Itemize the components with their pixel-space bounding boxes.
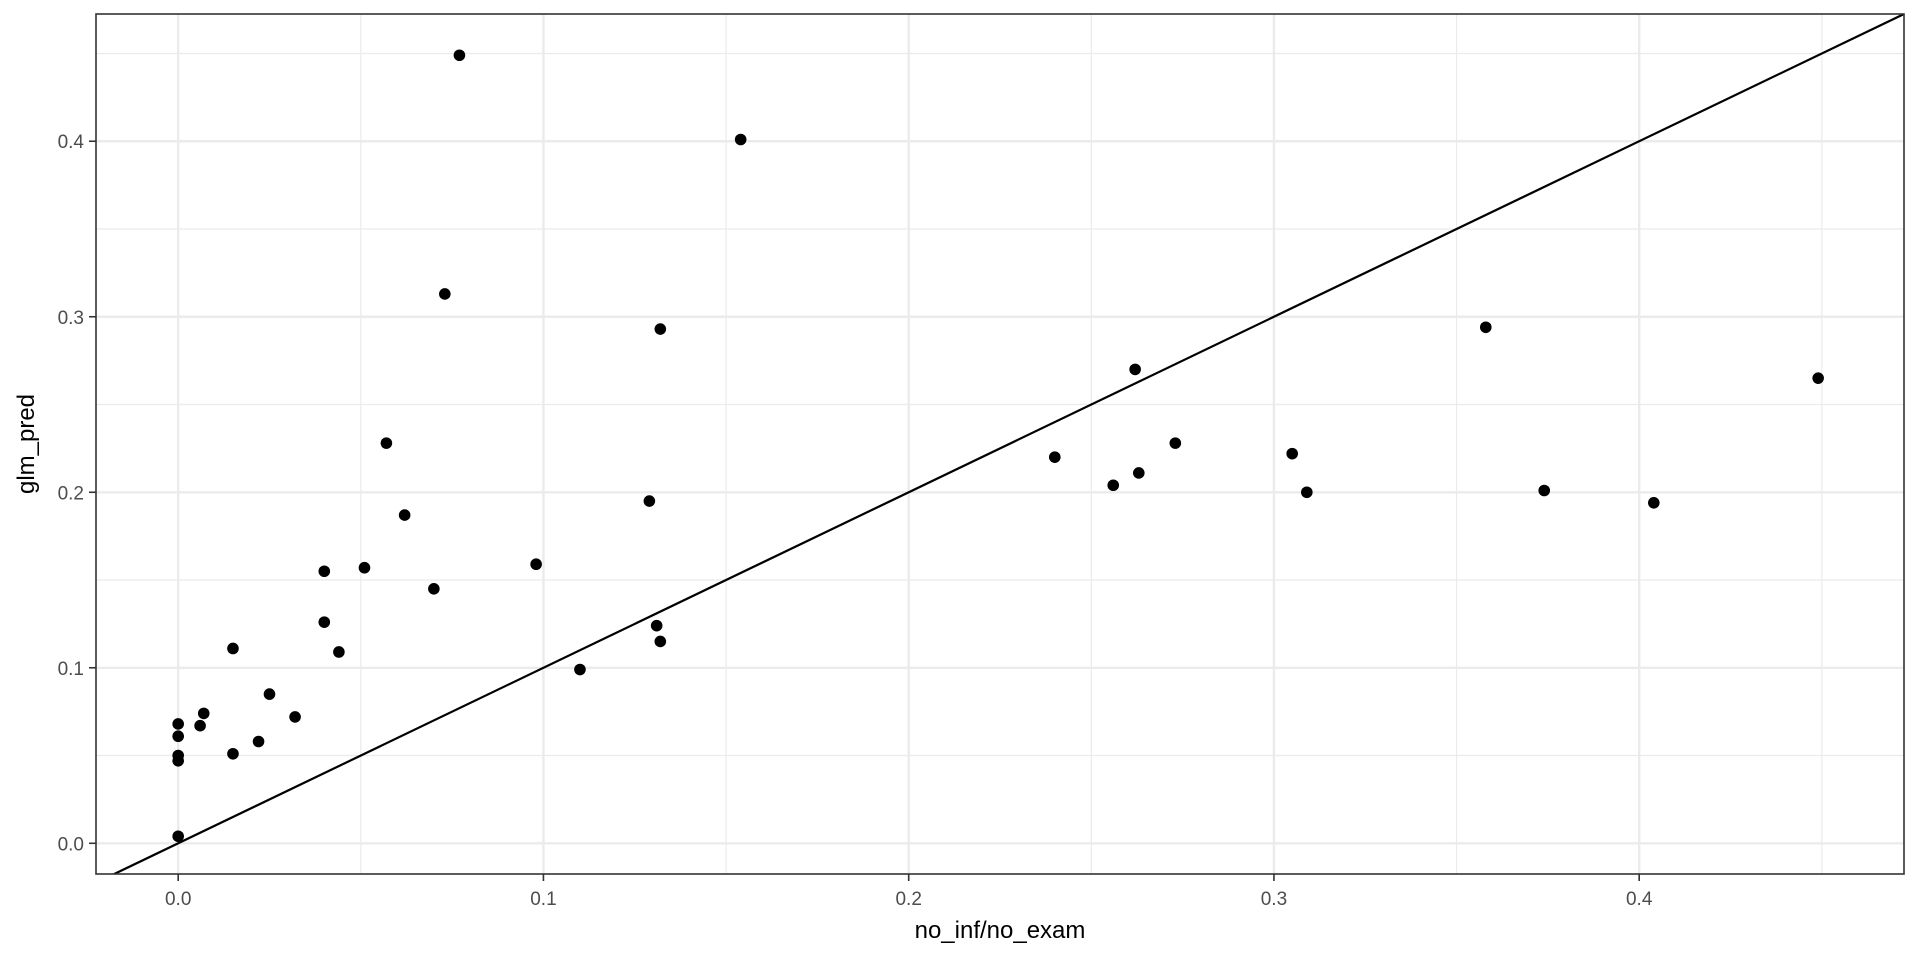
data-point [643, 495, 656, 507]
y-tick-label: 0.2 [58, 483, 84, 504]
data-point [263, 688, 276, 700]
x-tick-label: 0.3 [1261, 889, 1287, 910]
data-point [252, 735, 265, 748]
data-point [172, 749, 184, 762]
plot-panel [95, 13, 1905, 875]
data-point [1169, 437, 1182, 449]
minor-gridlines [96, 14, 1904, 874]
data-point [1048, 451, 1061, 463]
data-point [194, 719, 206, 732]
x-tick-label: 0.0 [165, 889, 191, 910]
plot-contents [111, 14, 1904, 874]
data-point [227, 747, 239, 760]
y-tick-label: 0.4 [58, 132, 85, 153]
data-point [654, 635, 667, 648]
x-axis: 0.0 0.1 0.2 0.3 0.4 [165, 874, 1653, 910]
data-point [289, 711, 301, 723]
data-point [172, 718, 184, 730]
data-point [574, 663, 586, 676]
y-axis-title: glm_pred [13, 394, 40, 494]
data-point [453, 49, 466, 62]
data-point [1479, 321, 1492, 334]
data-point [650, 619, 663, 632]
x-axis-title: no_inf/no_exam [915, 917, 1086, 944]
x-tick-label: 0.4 [1626, 889, 1653, 910]
x-tick-label: 0.1 [530, 889, 556, 910]
data-point [380, 437, 393, 449]
data-point [318, 565, 331, 578]
data-point [333, 646, 345, 658]
y-axis: 0.0 0.1 0.2 0.3 0.4 [58, 132, 96, 855]
data-point [1132, 467, 1145, 479]
data-point [1286, 447, 1299, 460]
identity-reference-line [111, 14, 1904, 874]
x-tick-label: 0.2 [895, 889, 921, 910]
panel-border [95, 13, 1905, 875]
data-point [1301, 486, 1313, 499]
data-point [530, 558, 542, 571]
data-point [734, 133, 747, 146]
data-point [654, 323, 667, 335]
data-point [398, 509, 411, 521]
y-tick-label: 0.0 [58, 834, 84, 855]
data-point [1812, 372, 1824, 384]
data-point [1538, 484, 1551, 497]
data-point [227, 642, 239, 655]
data-point [1648, 496, 1660, 509]
data-point [172, 730, 184, 743]
data-point [197, 707, 210, 720]
data-point [172, 830, 184, 843]
y-tick-label: 0.3 [58, 308, 84, 329]
data-point [358, 561, 371, 574]
data-point [428, 582, 440, 595]
data-point [318, 616, 331, 628]
data-points [172, 49, 1824, 843]
y-tick-label: 0.1 [58, 659, 84, 680]
data-point [439, 288, 451, 300]
data-point [1107, 479, 1120, 492]
data-point [1129, 363, 1141, 376]
